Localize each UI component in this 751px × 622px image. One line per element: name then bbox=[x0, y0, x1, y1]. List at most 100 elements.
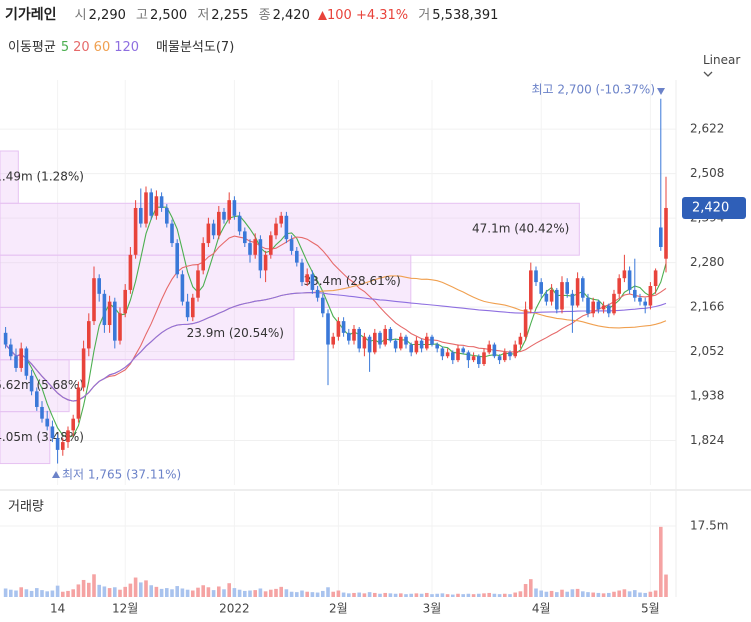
candle-body bbox=[29, 375, 34, 392]
x-tick-label: 2022 bbox=[219, 602, 250, 616]
candle-body bbox=[653, 270, 658, 287]
candle-body bbox=[565, 282, 569, 294]
volume-bar bbox=[310, 592, 315, 597]
ma-legend-item[interactable]: 5 bbox=[60, 40, 70, 55]
candle-body bbox=[97, 278, 101, 294]
volume-bar bbox=[211, 590, 216, 597]
volume-bar bbox=[76, 584, 81, 597]
candle-body bbox=[274, 223, 278, 236]
candle-body bbox=[534, 270, 538, 283]
y-tick-label: 2,052 bbox=[690, 344, 724, 358]
candle-body bbox=[196, 270, 200, 298]
volume-profile-label: 5.62m (5.68%) bbox=[0, 378, 84, 392]
candle-body bbox=[180, 274, 185, 302]
volume-bar bbox=[243, 590, 247, 597]
candle-body bbox=[144, 192, 148, 224]
candle-body bbox=[165, 207, 169, 224]
low-annotation: 최저 1,765 (37.11%) bbox=[62, 468, 181, 482]
volume-bar bbox=[263, 591, 268, 597]
candle-body bbox=[300, 262, 304, 283]
volume-bar bbox=[305, 591, 309, 597]
candle-body bbox=[393, 340, 398, 349]
volume-bar bbox=[435, 593, 439, 597]
volume-profile-label: 23.9m (20.54%) bbox=[187, 326, 284, 340]
volume-bar bbox=[19, 587, 23, 597]
scale-mode[interactable]: Linear bbox=[703, 53, 751, 81]
volume-bar bbox=[331, 591, 335, 597]
volume-profile-label: 47.1m (40.42%) bbox=[472, 222, 569, 236]
profile-label: 매물분석도(7) bbox=[156, 40, 235, 55]
candle-body bbox=[321, 297, 325, 314]
volume-bar bbox=[185, 589, 190, 597]
candle-body bbox=[159, 196, 164, 208]
volume-bar bbox=[81, 579, 86, 597]
candle-body bbox=[487, 344, 491, 353]
volume-bar bbox=[274, 588, 278, 597]
volume-bar bbox=[300, 590, 304, 597]
volume-bar bbox=[113, 587, 117, 597]
candle-body bbox=[289, 239, 294, 251]
volume-bar bbox=[607, 592, 611, 597]
candle-body bbox=[149, 192, 153, 216]
change: 100 bbox=[326, 8, 352, 23]
volume-bar bbox=[3, 588, 8, 597]
volume-bar bbox=[596, 592, 601, 597]
volume-bar bbox=[383, 592, 387, 597]
volume-bar bbox=[539, 590, 543, 597]
candle-body bbox=[102, 293, 107, 326]
candle-body bbox=[591, 301, 595, 314]
candle-body bbox=[61, 442, 65, 450]
candle-body bbox=[633, 289, 637, 298]
candle-body bbox=[627, 270, 632, 290]
ma-legend-item[interactable]: 60 bbox=[93, 40, 111, 55]
close-label: 종 bbox=[258, 8, 271, 23]
candle-body bbox=[529, 270, 533, 310]
volume-bar bbox=[35, 588, 39, 597]
x-tick-label: 4월 bbox=[532, 602, 551, 616]
volume-profile-bar bbox=[0, 411, 51, 465]
volume-bar bbox=[144, 580, 148, 597]
candle-body bbox=[383, 328, 387, 345]
y-tick-label: 2,622 bbox=[690, 122, 724, 136]
candle-body bbox=[279, 215, 283, 224]
volume-bar bbox=[612, 591, 616, 597]
volume-bar bbox=[497, 594, 502, 597]
candle-body bbox=[555, 289, 559, 310]
volume-bar bbox=[560, 589, 564, 597]
volume-profile-bar bbox=[0, 150, 19, 204]
last-price-tag bbox=[682, 196, 746, 219]
moving-average-line bbox=[5, 235, 667, 402]
candle-body bbox=[352, 328, 356, 341]
candle-body bbox=[227, 200, 231, 220]
candle-body bbox=[154, 196, 159, 216]
candle-body bbox=[9, 344, 13, 357]
candle-body bbox=[659, 227, 663, 247]
volume-bar bbox=[633, 590, 637, 597]
volume-bar bbox=[315, 592, 320, 597]
volume-profile-label: 33.4m (28.61%) bbox=[303, 274, 400, 288]
volume-profile-bar bbox=[0, 306, 295, 361]
ma-legend-item[interactable]: 120 bbox=[114, 40, 140, 55]
volume-bar bbox=[92, 574, 96, 597]
volume-bar bbox=[430, 594, 434, 597]
candle-body bbox=[133, 207, 138, 255]
volume-bar bbox=[97, 584, 101, 597]
low-value: 2,255 bbox=[211, 8, 249, 23]
candle-body bbox=[445, 352, 450, 357]
volume-bar bbox=[659, 526, 663, 597]
volume-bar bbox=[289, 591, 294, 597]
candle-body bbox=[466, 352, 471, 361]
candle-body bbox=[326, 313, 330, 345]
candle-body bbox=[201, 243, 205, 271]
volume-bar bbox=[336, 590, 341, 597]
volume-bar bbox=[284, 589, 289, 597]
candle-body bbox=[113, 301, 117, 341]
candle-body bbox=[622, 270, 627, 279]
candle-body bbox=[175, 243, 179, 275]
ma-legend-item[interactable]: 20 bbox=[73, 40, 90, 55]
candle-body bbox=[581, 278, 585, 298]
candle-body bbox=[461, 348, 465, 353]
high-label: 고 bbox=[136, 8, 148, 23]
volume-panel-label: 거래량 bbox=[8, 500, 44, 515]
